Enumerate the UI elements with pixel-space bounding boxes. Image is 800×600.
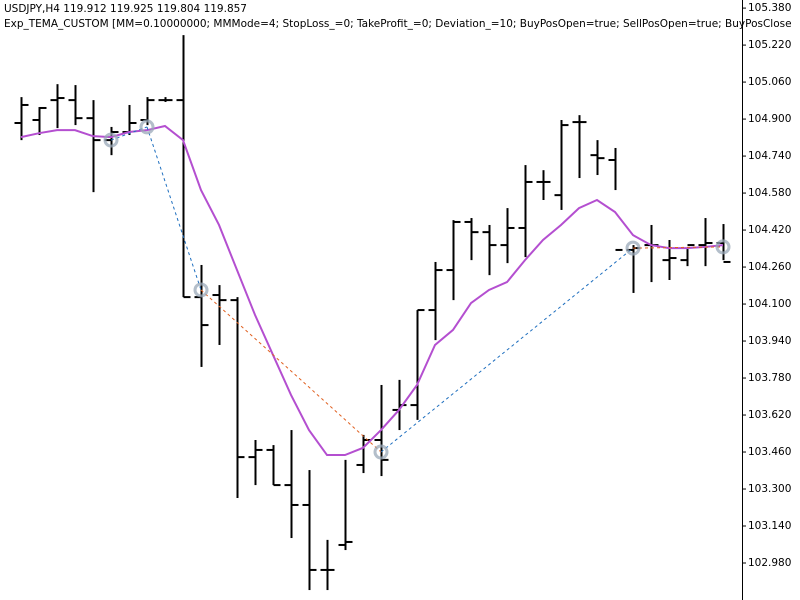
- y-tick-label: 104.580: [748, 187, 791, 199]
- y-tick-label: 103.300: [748, 483, 791, 495]
- deal-marker: [193, 282, 209, 298]
- y-tick-label: 102.980: [748, 557, 791, 569]
- y-tick-label: 103.940: [748, 335, 791, 347]
- y-tick-label: 105.220: [748, 39, 791, 51]
- indicator-line: Exp_TEMA_CUSTOM [MM=0.10000000; MMMode=4…: [4, 18, 792, 30]
- deal-line: [146, 126, 202, 291]
- y-tick-label: 104.260: [748, 261, 791, 273]
- tema-line: [20, 124, 724, 457]
- y-tick-label: 104.420: [748, 224, 791, 236]
- symbol-line: USDJPY,H4 119.912 119.925 119.804 119.85…: [4, 3, 247, 15]
- y-tick-label: 105.380: [748, 2, 791, 14]
- deal-marker: [139, 119, 155, 135]
- y-tick-label: 103.780: [748, 372, 791, 384]
- deal-marker: [625, 240, 641, 256]
- y-tick-label: 105.060: [748, 76, 791, 88]
- y-tick-label: 103.620: [748, 409, 791, 421]
- deal-line: [200, 289, 382, 453]
- deal-marker: [103, 132, 119, 148]
- deal-marker: [715, 239, 731, 255]
- y-tick-label: 103.140: [748, 520, 791, 532]
- deal-line: [380, 247, 634, 453]
- y-tick-label: 104.900: [748, 113, 791, 125]
- y-tick-label: 104.100: [748, 298, 791, 310]
- y-tick-label: 104.740: [748, 150, 791, 162]
- deal-marker: [373, 444, 389, 460]
- y-tick-label: 103.460: [748, 446, 791, 458]
